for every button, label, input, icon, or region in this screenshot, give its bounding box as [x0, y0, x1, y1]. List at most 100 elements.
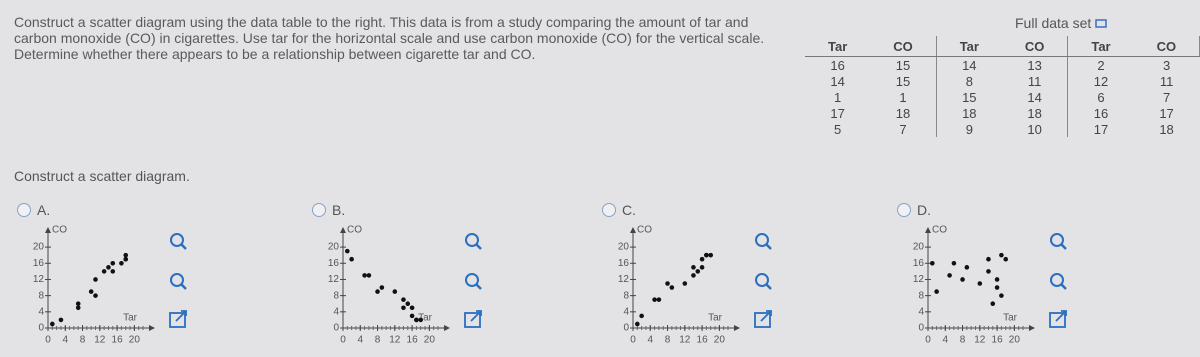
lens: [755, 273, 769, 287]
point: [349, 256, 354, 262]
zoom-out[interactable]: [465, 273, 482, 290]
lens: [170, 273, 184, 287]
x-tick-label: 20: [1009, 335, 1021, 346]
point: [934, 289, 939, 294]
x-tick-label: 12: [974, 335, 986, 346]
table-cell: 14: [962, 57, 977, 73]
y-tick-label: 8: [623, 290, 629, 301]
prompt: Construct a scatter diagram.: [14, 168, 190, 184]
zoom-in[interactable]: [170, 233, 187, 250]
table-cell: 13: [1001, 56, 1069, 73]
point: [362, 273, 367, 278]
y-axis-label: CO: [932, 225, 947, 236]
table-cell: 10: [1001, 121, 1069, 137]
y-tick-label: 0: [333, 323, 339, 334]
lens: [465, 273, 479, 287]
table-cell: 15: [962, 89, 977, 105]
handle: [475, 243, 482, 250]
table-row: 5 7 9 10 17 18: [805, 121, 1200, 137]
column-header: CO: [1133, 36, 1200, 57]
radio-button[interactable]: [602, 203, 616, 217]
point: [986, 269, 991, 274]
zoom-in[interactable]: [1050, 233, 1067, 250]
y-axis-label: CO: [637, 225, 652, 236]
handle: [180, 243, 187, 250]
x-arrow: [1029, 325, 1035, 331]
frame: [1049, 312, 1066, 328]
y-tick-label: 0: [623, 323, 629, 334]
arrow: [1055, 310, 1067, 322]
zoom-out[interactable]: [1050, 273, 1067, 290]
point: [669, 285, 675, 290]
point: [999, 252, 1004, 258]
table-cell: 5: [834, 121, 842, 137]
table-cell: 17: [1093, 121, 1109, 137]
lens: [170, 233, 184, 247]
point: [401, 305, 406, 311]
open-window[interactable]: [169, 310, 187, 328]
zoom-out[interactable]: [170, 273, 187, 290]
tool-icons: [464, 233, 482, 328]
zoom-in[interactable]: [465, 233, 482, 250]
point: [75, 305, 81, 311]
x-tick-label: 8: [80, 335, 86, 346]
full-data-set[interactable]: Full data set: [1015, 15, 1107, 31]
point: [704, 252, 709, 258]
open-window[interactable]: [754, 310, 772, 328]
zoom-in[interactable]: [755, 233, 772, 250]
point: [106, 265, 111, 270]
point: [123, 256, 129, 262]
lens: [465, 233, 479, 247]
arrow: [470, 310, 482, 322]
y-tick-label: 16: [618, 258, 630, 269]
point: [656, 297, 662, 302]
y-tick-label: 8: [918, 290, 924, 301]
x-tick-label: 12: [94, 335, 106, 346]
radio-button[interactable]: [312, 203, 326, 217]
table-row: 1 1 15 14 6 7: [805, 89, 1200, 105]
point: [392, 289, 398, 294]
option-label: A.: [37, 202, 51, 218]
x-tick-label: 12: [389, 335, 401, 346]
table-cell: 15: [870, 73, 937, 89]
y-arrow: [340, 227, 346, 233]
y-tick-label: 16: [913, 258, 925, 269]
lens: [1050, 273, 1064, 287]
x-tick-label: 12: [679, 335, 691, 346]
arrow: [175, 310, 187, 322]
option-label: B.: [332, 202, 346, 218]
frame: [464, 312, 481, 328]
point: [93, 293, 98, 298]
y-arrow: [925, 227, 931, 233]
point: [414, 317, 419, 323]
table-cell: 8: [965, 73, 973, 89]
table-cell: 14: [1001, 89, 1069, 105]
point: [639, 313, 644, 319]
y-tick-label: 20: [328, 242, 340, 253]
y-tick-label: 4: [623, 306, 629, 317]
y-tick-label: 12: [618, 274, 630, 285]
y-tick-label: 12: [33, 274, 45, 285]
handle: [765, 243, 772, 250]
radio-button[interactable]: [17, 203, 31, 217]
point: [418, 317, 424, 323]
x-tick-label: 4: [357, 335, 363, 346]
point: [951, 260, 957, 266]
tool-icons: [1049, 233, 1067, 328]
y-tick-label: 20: [33, 242, 45, 253]
radio-button[interactable]: [897, 203, 911, 217]
x-axis-label: Tar: [708, 313, 723, 324]
open-window[interactable]: [1049, 310, 1067, 328]
y-tick-label: 4: [333, 306, 339, 317]
frame: [754, 312, 771, 328]
point: [1003, 256, 1009, 262]
zoom-out[interactable]: [755, 273, 772, 290]
y-tick-label: 16: [33, 258, 45, 269]
open-window[interactable]: [464, 310, 482, 328]
table-cell: 15: [870, 56, 937, 73]
point: [366, 273, 372, 278]
x-tick-label: 16: [112, 335, 124, 346]
